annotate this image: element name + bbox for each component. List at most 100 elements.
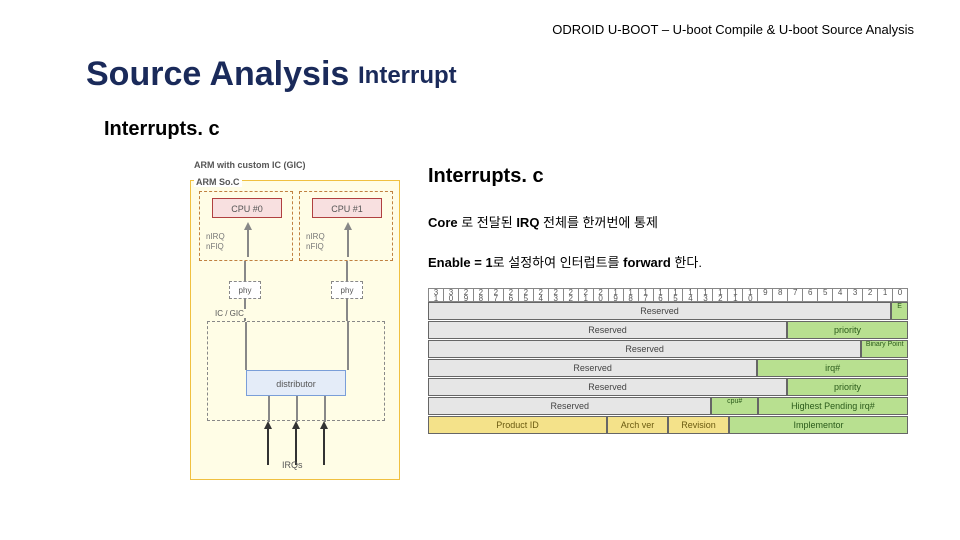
register-field: E bbox=[891, 302, 908, 320]
register-field: Reserved bbox=[428, 397, 711, 415]
bit-cell: 1 9 bbox=[609, 288, 624, 302]
register-table: 3 13 02 92 82 72 62 52 42 32 22 12 01 91… bbox=[428, 288, 908, 435]
register-field: irq# bbox=[757, 359, 908, 377]
register-field: Reserved bbox=[428, 340, 861, 358]
bit-cell: 2 2 bbox=[564, 288, 579, 302]
bit-cell: 1 2 bbox=[713, 288, 728, 302]
bit-cell: 2 4 bbox=[534, 288, 549, 302]
register-field: Product ID bbox=[428, 416, 607, 434]
gic-box: distributor bbox=[207, 321, 385, 421]
register-field: priority bbox=[787, 321, 908, 339]
bit-cell: 1 5 bbox=[669, 288, 684, 302]
cpu1-irq-label: nIRQ nFIQ bbox=[306, 232, 325, 251]
cpu0-irq-label: nIRQ nFIQ bbox=[206, 232, 225, 251]
register-field: Reserved bbox=[428, 378, 787, 396]
register-field: Arch ver bbox=[607, 416, 668, 434]
dist-line-1 bbox=[245, 322, 247, 370]
desc2-m: 로 설정하여 인터럽트를 bbox=[493, 255, 623, 270]
bit-cell: 1 1 bbox=[728, 288, 743, 302]
register-field: Reserved bbox=[428, 359, 757, 377]
bit-cell: 2 8 bbox=[474, 288, 489, 302]
bit-cell: 2 9 bbox=[459, 288, 474, 302]
heading-right: Interrupts. c bbox=[428, 165, 544, 188]
arm-gic-diagram: ARM with custom IC (GIC) ARM So.C CPU #0… bbox=[190, 160, 410, 490]
bit-cell: 2 0 bbox=[594, 288, 609, 302]
desc1-m1: 로 전달된 bbox=[461, 215, 516, 230]
title-sub: Interrupt bbox=[358, 62, 457, 90]
phy-box-2: phy bbox=[331, 281, 363, 299]
register-row: Reservedpriority bbox=[428, 378, 908, 396]
bit-cell: 2 7 bbox=[489, 288, 504, 302]
cpu1-wrap: CPU #1 nIRQ nFIQ bbox=[299, 191, 393, 261]
register-field: Revision bbox=[668, 416, 729, 434]
bit-cell: 7 bbox=[788, 288, 803, 302]
header-small: ODROID U-BOOT – U-boot Compile & U-boot … bbox=[552, 22, 914, 37]
desc-line-1: Core 로 전달된 IRQ 전체를 한꺼번에 통제 bbox=[428, 212, 658, 231]
desc2-rest: 한다. bbox=[674, 255, 702, 270]
bit-cell: 2 5 bbox=[519, 288, 534, 302]
bit-cell: 4 bbox=[833, 288, 848, 302]
bit-header-row: 3 13 02 92 82 72 62 52 42 32 22 12 01 91… bbox=[428, 288, 908, 302]
title-main: Source Analysis bbox=[86, 55, 349, 94]
label-arm: ARM with custom IC (GIC) bbox=[194, 160, 306, 170]
bit-cell: 8 bbox=[773, 288, 788, 302]
bit-cell: 2 1 bbox=[579, 288, 594, 302]
phy-line-4 bbox=[346, 299, 348, 321]
heading-left: Interrupts. c bbox=[104, 118, 220, 141]
cpu1-arrow-stem bbox=[347, 229, 349, 257]
bit-cell: 9 bbox=[758, 288, 773, 302]
register-row: Reservedcpu#Highest Pending irq# bbox=[428, 397, 908, 415]
desc2-b2: forward bbox=[623, 255, 674, 270]
bit-cell: 1 4 bbox=[683, 288, 698, 302]
irq-arrow-1-head bbox=[264, 421, 272, 429]
bit-cell: 1 3 bbox=[698, 288, 713, 302]
register-row: ReservedE bbox=[428, 302, 908, 320]
desc-line-2: Enable = 1로 설정하여 인터럽트를 forward 한다. bbox=[428, 252, 702, 271]
desc1-b1: Core bbox=[428, 215, 461, 230]
bit-cell: 2 bbox=[863, 288, 878, 302]
bit-cell: 1 0 bbox=[743, 288, 758, 302]
irqs-label: IRQs bbox=[282, 460, 303, 470]
dist-line-2 bbox=[347, 322, 349, 370]
dist-line-5 bbox=[324, 396, 326, 422]
bit-cell: 5 bbox=[818, 288, 833, 302]
register-field: Highest Pending irq# bbox=[758, 397, 908, 415]
desc1-b2: IRQ bbox=[516, 215, 543, 230]
register-field: priority bbox=[787, 378, 908, 396]
bit-cell: 6 bbox=[803, 288, 818, 302]
bit-cell: 3 bbox=[848, 288, 863, 302]
bit-cell: 0 bbox=[893, 288, 908, 302]
desc1-rest: 전체를 한꺼번에 통제 bbox=[543, 215, 658, 230]
gic-label: IC / GIC bbox=[213, 309, 246, 318]
register-field: Implementor bbox=[729, 416, 908, 434]
register-row: ReservedBinary Point bbox=[428, 340, 908, 358]
field-rows: ReservedEReservedpriorityReservedBinary … bbox=[428, 302, 908, 434]
irq-arrow-3-head bbox=[320, 421, 328, 429]
desc2-b1: Enable = 1 bbox=[428, 255, 493, 270]
irq-arrow-3-stem bbox=[323, 427, 325, 465]
distributor-box: distributor bbox=[246, 370, 346, 396]
register-field: Reserved bbox=[428, 321, 787, 339]
cpu1-core: CPU #1 bbox=[312, 198, 382, 218]
soc-box: CPU #0 nIRQ nFIQ CPU #1 nIRQ nFIQ phy ph… bbox=[190, 180, 400, 480]
register-field: Binary Point bbox=[861, 340, 908, 358]
cpu0-arrow-stem bbox=[247, 229, 249, 257]
cpu0-core: CPU #0 bbox=[212, 198, 282, 218]
phy-box-1: phy bbox=[229, 281, 261, 299]
register-row: Reservedirq# bbox=[428, 359, 908, 377]
bit-cell: 1 6 bbox=[654, 288, 669, 302]
phy-line-1 bbox=[244, 261, 246, 281]
bit-cell: 3 0 bbox=[444, 288, 459, 302]
bit-cell: 2 6 bbox=[504, 288, 519, 302]
register-field: cpu# bbox=[711, 397, 757, 415]
dist-line-4 bbox=[296, 396, 298, 422]
slide-page: ODROID U-BOOT – U-boot Compile & U-boot … bbox=[0, 0, 960, 540]
label-arm-soc: ARM So.C bbox=[194, 177, 242, 187]
dist-line-3 bbox=[268, 396, 270, 422]
register-field: Reserved bbox=[428, 302, 891, 320]
bit-cell: 1 7 bbox=[639, 288, 654, 302]
bit-cell: 1 8 bbox=[624, 288, 639, 302]
bit-cell: 2 3 bbox=[549, 288, 564, 302]
irq-arrow-1-stem bbox=[267, 427, 269, 465]
irq-arrow-2-head bbox=[292, 421, 300, 429]
